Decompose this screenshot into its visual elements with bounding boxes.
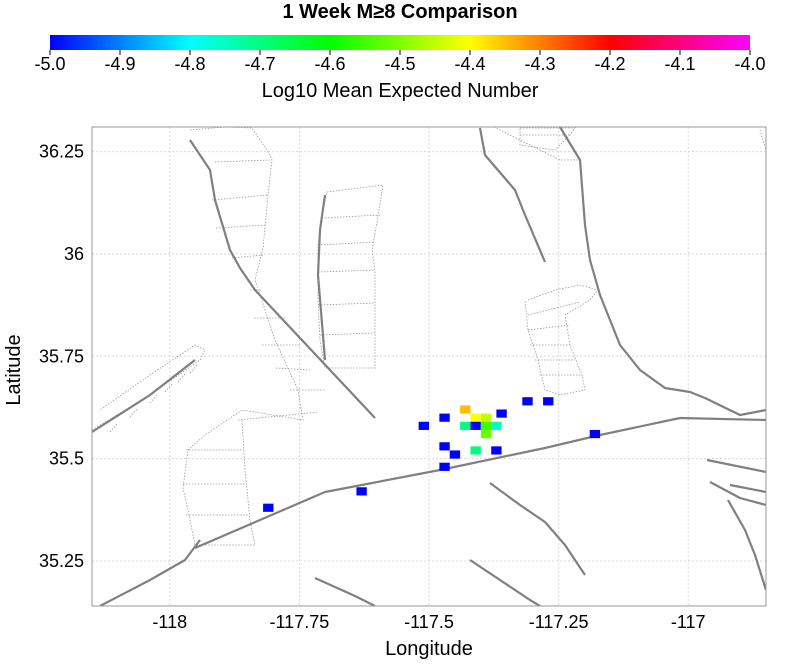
- heatmap-cell: [460, 405, 471, 414]
- heatmap-cell: [418, 421, 429, 430]
- heatmap-cells: [263, 397, 601, 512]
- heatmap-cell: [439, 442, 450, 451]
- colorbar-tick-label: -4.2: [594, 54, 625, 74]
- y-tick-label: 35.5: [49, 449, 84, 469]
- heatmap-cell: [522, 397, 533, 406]
- colorbar-label: Log10 Mean Expected Number: [262, 80, 539, 102]
- plot-frame: [91, 126, 767, 607]
- x-axis-label: Longitude: [385, 638, 473, 660]
- y-tick-label: 35.25: [39, 551, 84, 571]
- colorbar-tick-label: -4.4: [454, 54, 485, 74]
- y-tick-label: 36.25: [39, 142, 84, 162]
- heatmap-cell: [470, 413, 481, 422]
- x-tick-label: -117.5: [404, 612, 454, 632]
- plot-background: [92, 127, 766, 606]
- x-tick-label: -117.25: [529, 612, 589, 632]
- heatmap-cell: [589, 429, 601, 439]
- x-tick-label: -118: [152, 612, 187, 632]
- x-tick-label: -117: [671, 612, 706, 632]
- fault-zone-outlines: [92, 127, 766, 546]
- heatmap-cell: [543, 397, 554, 406]
- colorbar-tick-label: -4.1: [664, 54, 695, 74]
- heatmap-cell: [491, 446, 502, 455]
- heatmap-cell: [480, 413, 492, 422]
- colorbar-ticks: -5.0 -4.9 -4.8 -4.7 -4.6 -4.5 -4.4 -4.3 -4.2 -4.1…: [34, 50, 766, 74]
- heatmap-cell: [470, 446, 481, 455]
- x-axis-ticks: -118 -117.75 -117.5 -117.25 -117: [152, 612, 705, 632]
- colorbar-tick-label: -5.0: [34, 54, 65, 74]
- colorbar-tick-label: -4.8: [174, 54, 205, 74]
- colorbar-gradient: [50, 35, 750, 50]
- colorbar-tick-label: -4.3: [524, 54, 555, 74]
- colorbar-tick-label: -4.6: [314, 54, 345, 74]
- y-tick-label: 35.75: [39, 346, 84, 366]
- colorbar-tick-label: -4.0: [734, 54, 765, 74]
- y-axis-ticks: 36.25 36 35.75 35.5 35.25: [39, 142, 84, 571]
- y-axis-label: Latitude: [3, 334, 25, 405]
- heatmap-cell: [439, 462, 450, 471]
- chart-title: 1 Week M≥8 Comparison: [282, 1, 517, 23]
- grid-lines: [92, 127, 766, 606]
- heatmap-cell: [263, 503, 274, 512]
- colorbar: -5.0 -4.9 -4.8 -4.7 -4.6 -4.5 -4.4 -4.3 -4.2 -4.1…: [34, 35, 766, 102]
- colorbar-tick-label: -4.5: [384, 54, 415, 74]
- heatmap-cell: [491, 421, 502, 430]
- colorbar-tick-label: -4.9: [104, 54, 135, 74]
- heatmap-cell: [480, 429, 492, 439]
- heatmap-cell: [496, 409, 507, 418]
- fault-map: [92, 127, 766, 606]
- heatmap-cell: [470, 421, 481, 430]
- heatmap-cell: [356, 487, 367, 496]
- colorbar-tick-label: -4.7: [244, 54, 275, 74]
- heatmap-cell: [460, 421, 471, 430]
- plot-area: [91, 126, 767, 607]
- x-tick-label: -117.75: [270, 612, 330, 632]
- heatmap-cell: [439, 413, 450, 422]
- heatmap-cell: [480, 421, 492, 430]
- heatmap-cell: [449, 450, 461, 459]
- fault-traces: [92, 127, 766, 606]
- y-tick-label: 36: [64, 244, 84, 264]
